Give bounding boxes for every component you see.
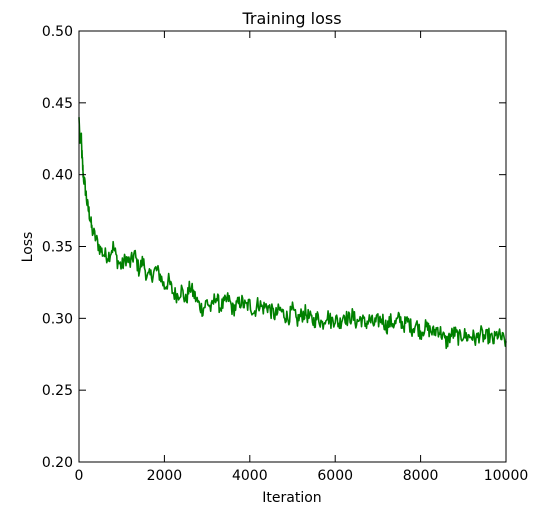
y-tick-label: 0.20: [42, 455, 73, 471]
x-tick-label: 2000: [147, 468, 183, 484]
y-axis-label: Loss: [20, 232, 36, 263]
y-tick-label: 0.35: [42, 240, 73, 256]
plot-frame: [78, 30, 507, 463]
y-axis: 0.20 0.25 0.30 0.35 0.40 0.45 0.50: [42, 24, 506, 471]
x-tick-label: 4000: [232, 468, 268, 484]
loss-series-line: [78, 117, 507, 350]
x-axis-label: Iteration: [262, 490, 321, 506]
y-tick-label: 0.45: [42, 96, 73, 112]
x-tick-label: 8000: [403, 468, 439, 484]
y-tick-label: 0.40: [42, 168, 73, 184]
y-tick-label: 0.30: [42, 311, 73, 327]
x-tick-label: 0: [75, 468, 84, 484]
y-tick-label: 0.50: [42, 24, 73, 40]
y-tick-label: 0.25: [42, 383, 73, 399]
plot-area: [78, 30, 507, 463]
x-tick-label: 6000: [317, 468, 353, 484]
chart-title: Training loss: [241, 9, 341, 28]
x-tick-label: 10000: [484, 468, 529, 484]
x-axis: 0 2000 4000 6000 8000 10000: [75, 31, 529, 484]
